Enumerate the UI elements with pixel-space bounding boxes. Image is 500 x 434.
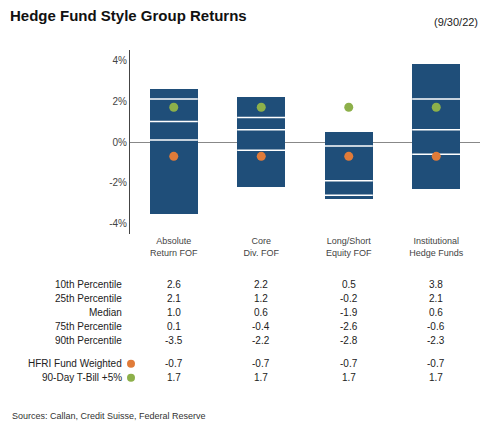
svg-text:1.2: 1.2	[254, 293, 268, 304]
svg-text:Hedge Fund Style Group Returns: Hedge Fund Style Group Returns	[10, 7, 247, 24]
svg-text:-3.5: -3.5	[165, 335, 183, 346]
svg-text:-0.7: -0.7	[165, 358, 183, 369]
svg-text:-4%: -4%	[109, 218, 127, 229]
svg-text:1.7: 1.7	[429, 372, 443, 383]
svg-text:InstitutionalHedge Funds: InstitutionalHedge Funds	[409, 236, 464, 258]
svg-text:10th Percentile: 10th Percentile	[55, 279, 122, 290]
svg-text:0.5: 0.5	[342, 279, 356, 290]
svg-text:0.1: 0.1	[167, 321, 181, 332]
svg-text:2.1: 2.1	[167, 293, 181, 304]
svg-text:-0.4: -0.4	[252, 321, 270, 332]
svg-text:-2.6: -2.6	[340, 321, 358, 332]
svg-text:Sources: Callan, Credit Suisse: Sources: Callan, Credit Suisse, Federal …	[12, 411, 206, 421]
svg-text:2.2: 2.2	[254, 279, 268, 290]
svg-text:-0.7: -0.7	[252, 358, 270, 369]
svg-text:2%: 2%	[113, 96, 128, 107]
svg-text:-2%: -2%	[109, 177, 127, 188]
svg-text:4%: 4%	[113, 55, 128, 66]
svg-text:-0.7: -0.7	[427, 358, 445, 369]
svg-text:3.8: 3.8	[429, 279, 443, 290]
svg-text:-0.7: -0.7	[340, 358, 358, 369]
svg-text:75th Percentile: 75th Percentile	[55, 321, 122, 332]
svg-text:0.6: 0.6	[429, 307, 443, 318]
svg-text:-0.2: -0.2	[340, 293, 358, 304]
svg-text:2.1: 2.1	[429, 293, 443, 304]
svg-text:-2.8: -2.8	[340, 335, 358, 346]
svg-text:Long/ShortEquity FOF: Long/ShortEquity FOF	[326, 236, 372, 258]
svg-text:AbsoluteReturn FOF: AbsoluteReturn FOF	[150, 236, 198, 258]
svg-text:-1.9: -1.9	[340, 307, 358, 318]
svg-text:25th Percentile: 25th Percentile	[55, 293, 122, 304]
svg-text:1.0: 1.0	[167, 307, 181, 318]
svg-text:1.7: 1.7	[167, 372, 181, 383]
svg-text:CoreDiv. FOF: CoreDiv. FOF	[244, 236, 280, 258]
svg-text:90-Day T-Bill +5%: 90-Day T-Bill +5%	[42, 372, 122, 383]
svg-text:Median: Median	[89, 307, 122, 318]
svg-text:90th Percentile: 90th Percentile	[55, 335, 122, 346]
svg-text:2.6: 2.6	[167, 279, 181, 290]
svg-text:0.6: 0.6	[254, 307, 268, 318]
svg-text:-2.2: -2.2	[252, 335, 270, 346]
svg-text:-0.6: -0.6	[427, 321, 445, 332]
svg-text:-2.3: -2.3	[427, 335, 445, 346]
svg-text:0%: 0%	[113, 137, 128, 148]
svg-text:1.7: 1.7	[254, 372, 268, 383]
svg-text:(9/30/22): (9/30/22)	[434, 16, 478, 28]
svg-text:HFRI Fund Weighted: HFRI Fund Weighted	[28, 358, 122, 369]
svg-text:1.7: 1.7	[342, 372, 356, 383]
